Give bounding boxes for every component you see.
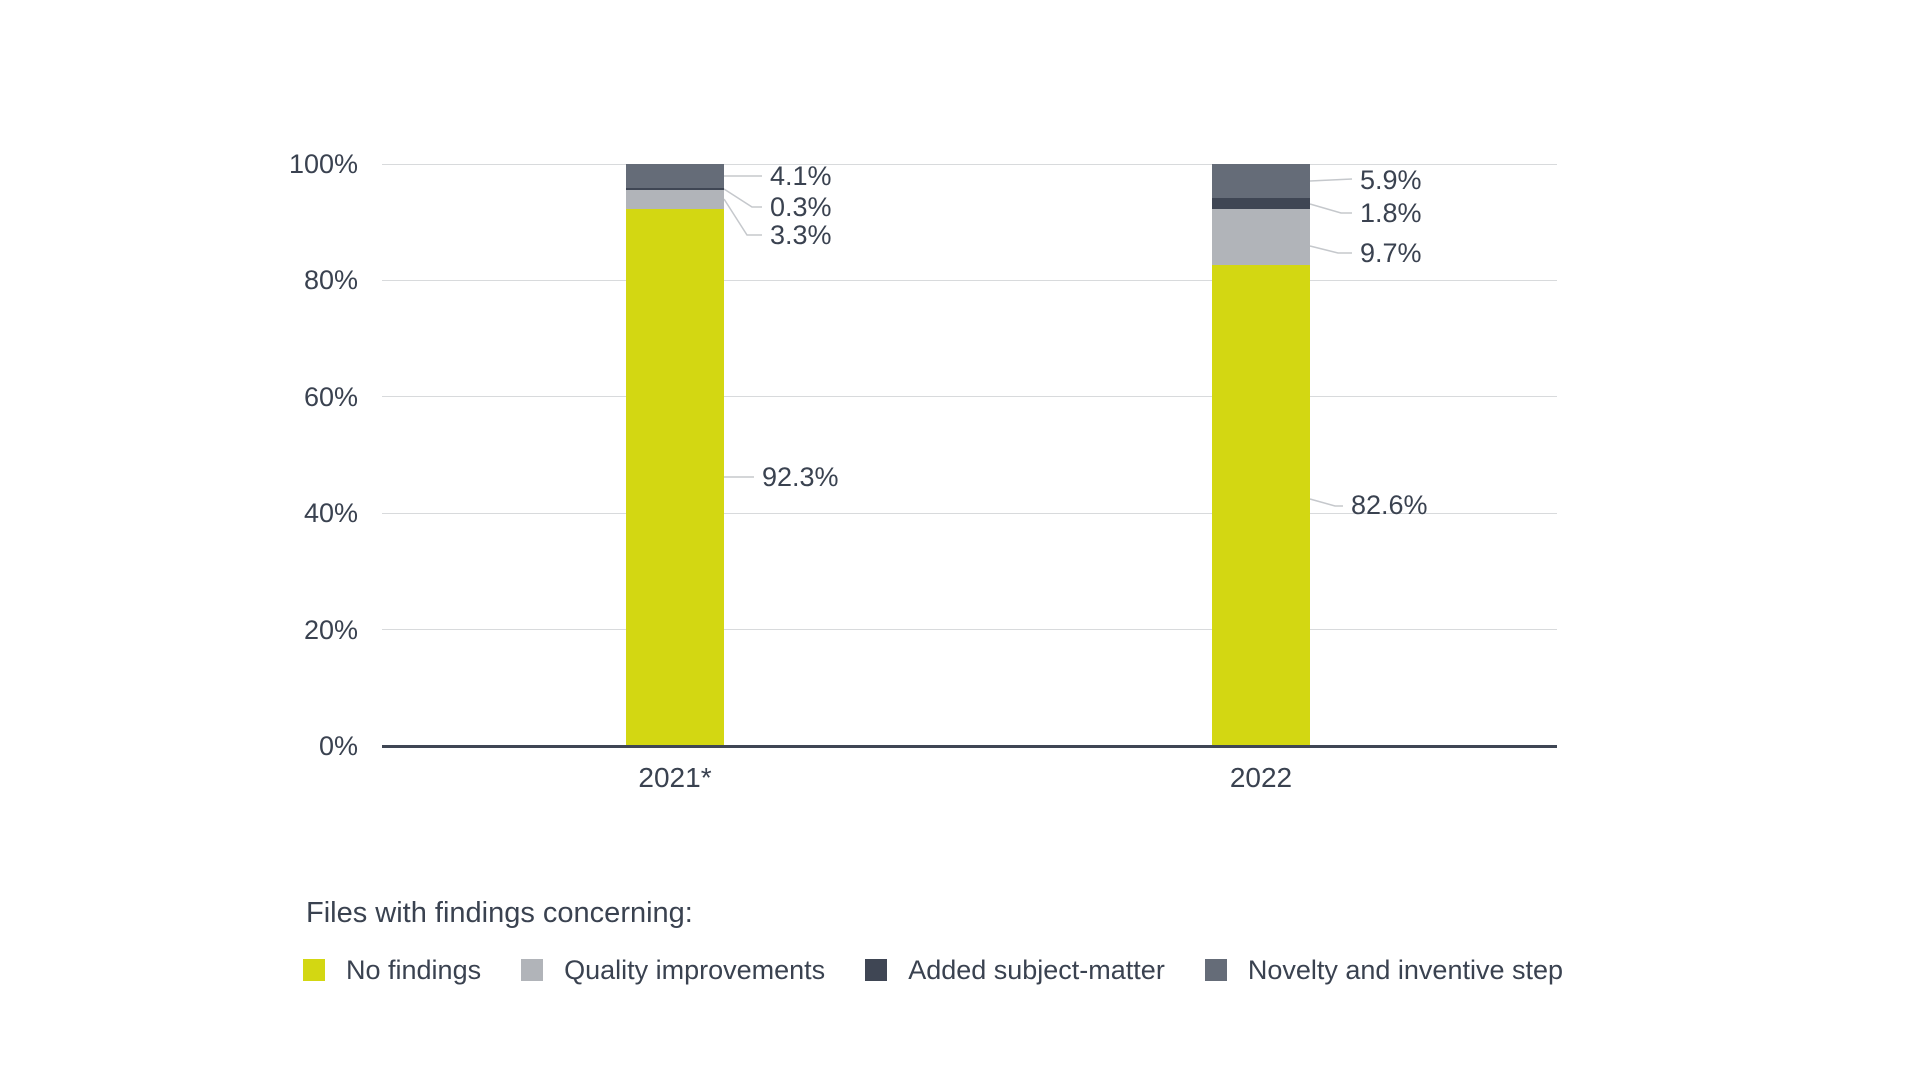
leader-line bbox=[723, 198, 762, 236]
leader-line bbox=[1309, 203, 1352, 214]
data-label-added-subject-matter-2022: 1.8% bbox=[1360, 198, 1422, 228]
x-axis-line bbox=[382, 745, 1557, 748]
legend-item-label: Novelty and inventive step bbox=[1247, 955, 1564, 985]
leader-line bbox=[1309, 178, 1353, 182]
legend-item-no-findings: No findings bbox=[303, 955, 481, 985]
data-label-quality-improvements-2022: 9.7% bbox=[1360, 238, 1422, 268]
leader-line bbox=[1309, 245, 1352, 254]
data-label-added-subject-matter-2021: 0.3% bbox=[770, 192, 832, 222]
y-axis-tick-label: 0% bbox=[318, 731, 358, 761]
bar-segment-novelty-and-inventive-step-2022 bbox=[1212, 164, 1310, 199]
bar-segment-quality-improvements-2021 bbox=[626, 189, 724, 209]
bar-segment-quality-improvements-2022 bbox=[1212, 208, 1310, 266]
data-label-novelty-and-inventive-step-2021: 4.1% bbox=[770, 161, 832, 191]
data-label-no-findings-2022: 82.6% bbox=[1351, 490, 1428, 520]
leader-line bbox=[723, 188, 762, 208]
bar-segment-no-findings-2022 bbox=[1212, 265, 1310, 746]
y-axis-tick-label: 80% bbox=[303, 265, 358, 296]
data-label-no-findings-2021: 92.3% bbox=[762, 462, 839, 492]
y-axis-tick-label: 60% bbox=[303, 381, 358, 412]
data-label-novelty-and-inventive-step-2022: 5.9% bbox=[1360, 165, 1422, 195]
gridline bbox=[382, 163, 1557, 165]
bar-segment-no-findings-2021 bbox=[626, 208, 724, 746]
data-label-quality-improvements-2021: 3.3% bbox=[770, 220, 832, 250]
x-axis-category-label: 2021* bbox=[638, 762, 712, 793]
bar-segment-novelty-and-inventive-step-2021 bbox=[626, 164, 724, 188]
gridline bbox=[382, 396, 1557, 398]
legend-swatch-added-subject-matter bbox=[865, 959, 888, 981]
y-axis-tick-label: 20% bbox=[303, 614, 358, 645]
legend-item-added-subject-matter: Added subject-matter bbox=[865, 955, 1165, 985]
y-axis-tick-label: 40% bbox=[303, 498, 358, 529]
legend-item-novelty-and-inventive-step: Novelty and inventive step bbox=[1204, 955, 1564, 985]
legend-swatch-quality-improvements bbox=[521, 959, 544, 981]
y-axis-tick-label: 100% bbox=[288, 149, 358, 179]
bar-segment-added-subject-matter-2021 bbox=[626, 187, 724, 190]
legend-title: Files with findings concerning: bbox=[306, 897, 693, 929]
bar-segment-added-subject-matter-2022 bbox=[1212, 198, 1310, 209]
legend-swatch-no-findings bbox=[303, 959, 325, 981]
legend-item-label: Added subject-matter bbox=[908, 955, 1165, 985]
legend-item-label: Quality improvements bbox=[564, 955, 826, 985]
gridline bbox=[382, 279, 1557, 281]
legend-swatch-novelty-and-inventive-step bbox=[1204, 959, 1227, 981]
leader-line bbox=[1309, 498, 1343, 507]
legend: No findings Quality improvements Added sub… bbox=[303, 953, 1563, 987]
legend-item-quality-improvements: Quality improvements bbox=[521, 955, 825, 985]
gridline bbox=[382, 512, 1557, 514]
x-axis-category-label: 2022 bbox=[1229, 762, 1293, 793]
gridline bbox=[382, 629, 1557, 631]
legend-item-label: No findings bbox=[346, 955, 482, 985]
